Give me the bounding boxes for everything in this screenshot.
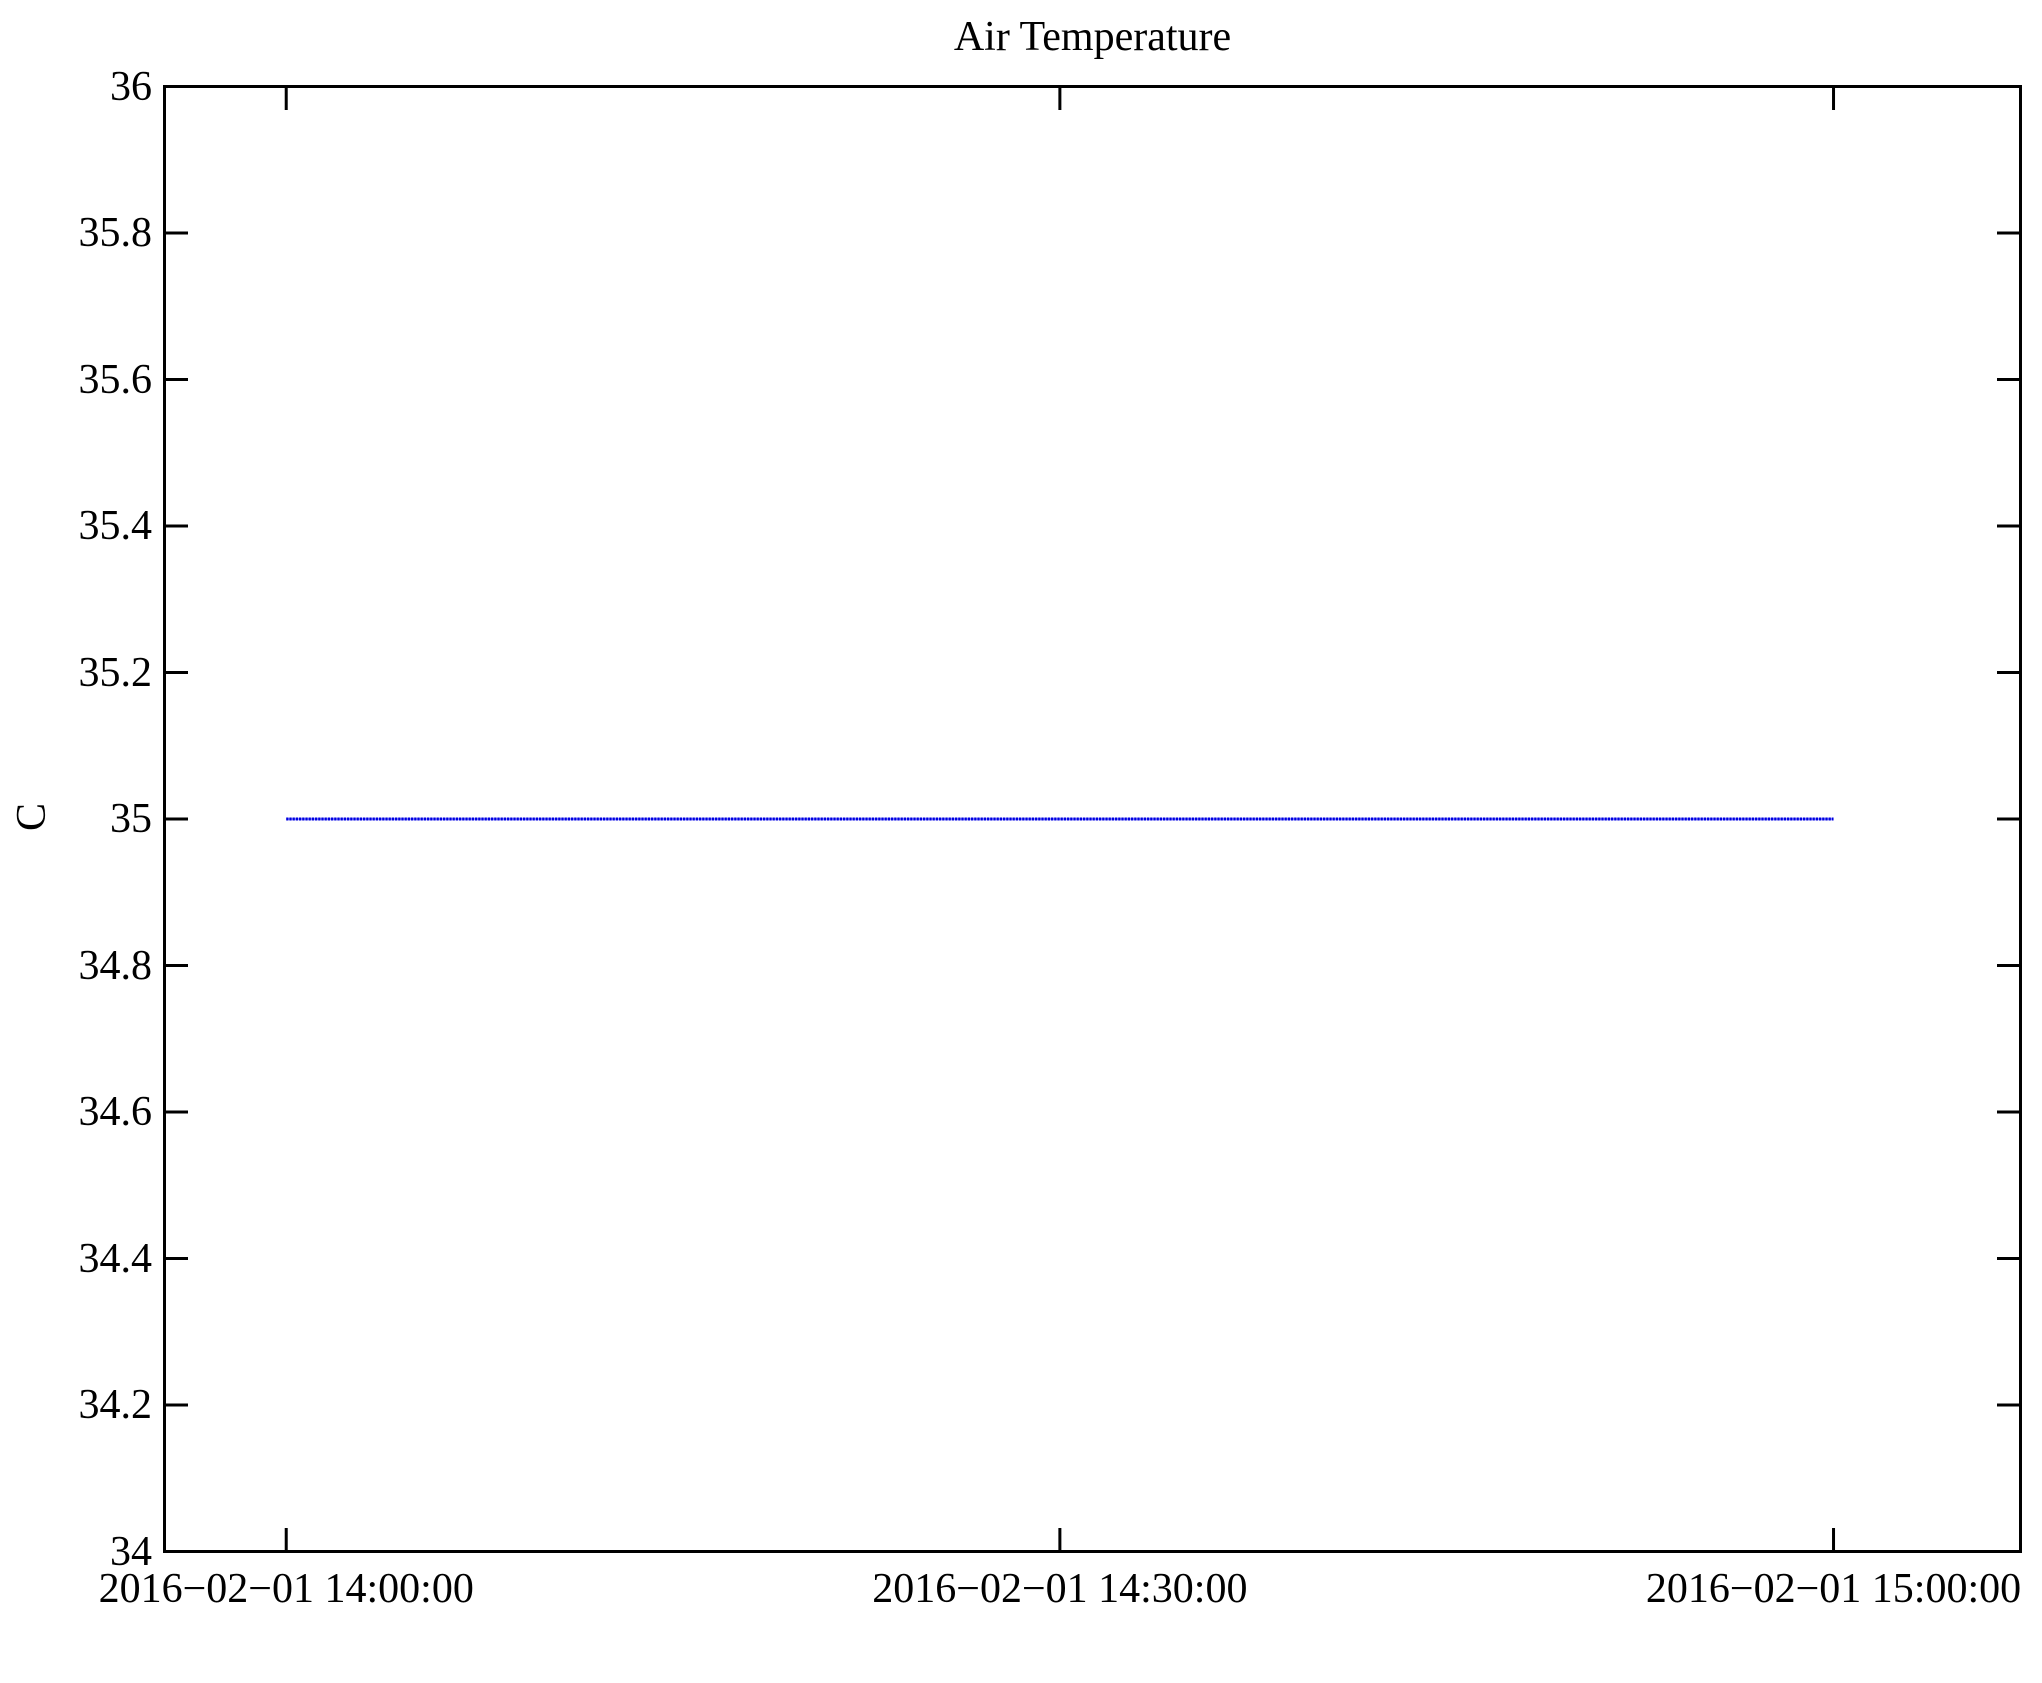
chart-title: Air Temperature: [953, 14, 1232, 60]
y-tick-label: 34.2: [78, 1382, 153, 1428]
x-tick-label: 2016−02−01 14:30:00: [872, 1566, 1248, 1612]
y-tick-label: 35.8: [78, 210, 153, 256]
y-tick-label: 35: [110, 796, 152, 842]
y-tick-label: 35.6: [78, 356, 153, 403]
y-tick-label: 34.8: [78, 942, 153, 989]
x-tick-label: 2016−02−01 14:00:00: [98, 1566, 474, 1612]
plot-area: [163, 85, 2022, 1553]
axis-box: [163, 85, 2022, 1553]
y-tick-label: 34.6: [78, 1089, 153, 1135]
y-tick-label: 35.4: [78, 503, 153, 549]
x-tick-label: 2016−02−01 15:00:00: [1645, 1566, 2022, 1612]
y-tick-label: 34: [110, 1528, 152, 1575]
y-tick-label: 34.4: [78, 1235, 153, 1282]
y-tick-label: 36: [110, 63, 152, 110]
y-tick-label: 35.2: [78, 649, 153, 696]
